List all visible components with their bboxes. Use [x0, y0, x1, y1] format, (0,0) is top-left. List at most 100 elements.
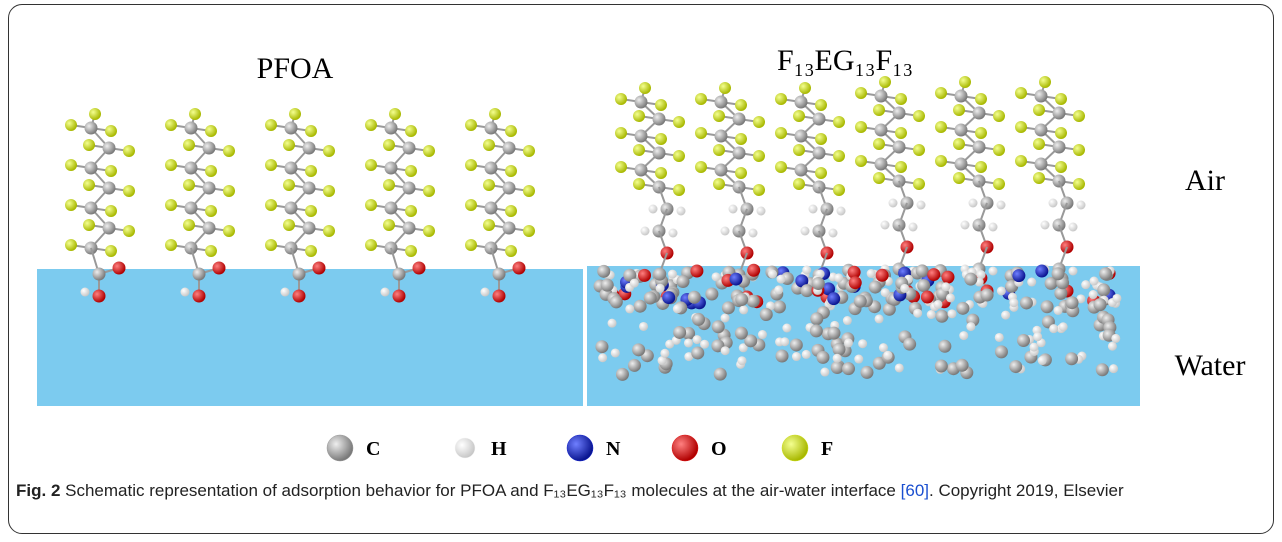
atom — [690, 264, 704, 278]
atom — [841, 362, 855, 376]
atom — [868, 280, 882, 294]
atom — [384, 161, 398, 175]
atom — [1049, 324, 1059, 334]
atom — [691, 346, 705, 360]
atom — [305, 125, 317, 137]
atom — [502, 221, 516, 235]
atom — [1033, 172, 1045, 184]
atom — [775, 93, 787, 105]
atom — [505, 125, 517, 137]
atom — [793, 110, 805, 122]
atom — [976, 270, 986, 280]
atom — [753, 116, 765, 128]
atom — [365, 239, 377, 251]
atom — [945, 293, 955, 303]
atom — [183, 219, 195, 231]
atom — [959, 331, 969, 341]
atom — [720, 226, 730, 236]
atom — [202, 181, 216, 195]
atom — [720, 313, 730, 323]
panel-title: F₁₃EG₁₃F₁₃ — [777, 44, 913, 77]
atom — [184, 201, 198, 215]
atom — [1097, 283, 1111, 297]
atom — [811, 277, 825, 291]
atom — [774, 285, 784, 295]
atom — [802, 265, 812, 275]
atom — [65, 119, 77, 131]
atom — [165, 159, 177, 171]
atom — [1068, 222, 1078, 232]
atom — [655, 167, 667, 179]
atom — [738, 343, 748, 353]
atom — [1037, 356, 1047, 366]
atom — [465, 199, 477, 211]
atom — [305, 205, 317, 217]
water-left — [37, 269, 583, 406]
atom — [634, 129, 648, 143]
caption-ref[interactable]: [60] — [900, 481, 929, 500]
atom — [810, 312, 824, 326]
atom — [673, 150, 685, 162]
atom — [775, 161, 787, 173]
atom — [615, 93, 627, 105]
atom — [280, 287, 290, 297]
atom — [842, 316, 852, 326]
atom — [384, 201, 398, 215]
legend-swatch — [671, 434, 699, 462]
atom — [600, 278, 614, 292]
atom — [915, 264, 929, 278]
atom — [598, 353, 608, 363]
atom — [662, 291, 676, 305]
caption-tail: . Copyright 2019, Elsevier — [929, 481, 1124, 500]
atom — [1099, 267, 1113, 281]
atom — [383, 139, 395, 151]
atom — [1009, 298, 1019, 308]
atom — [933, 299, 943, 309]
atom — [903, 337, 917, 351]
atom — [284, 161, 298, 175]
atom — [968, 198, 978, 208]
atom — [627, 358, 641, 372]
atom — [793, 178, 805, 190]
atom — [629, 278, 639, 288]
atom — [189, 108, 201, 120]
atom — [799, 82, 811, 94]
atom — [634, 95, 648, 109]
atom — [993, 178, 1005, 190]
atom — [1111, 333, 1121, 343]
atom — [776, 274, 786, 284]
atom — [794, 95, 808, 109]
atom — [927, 268, 941, 282]
atom — [729, 272, 743, 286]
atom — [801, 349, 811, 359]
caption-text: Schematic representation of adsorption b… — [65, 481, 896, 500]
atom — [1076, 200, 1086, 210]
atom — [1033, 332, 1043, 342]
atom — [795, 274, 809, 288]
atom — [102, 141, 116, 155]
atom — [615, 161, 627, 173]
atom — [483, 139, 495, 151]
atom — [638, 268, 652, 282]
atom — [65, 159, 77, 171]
legend-label: H — [491, 438, 507, 460]
atom — [595, 340, 609, 354]
atom — [812, 112, 826, 126]
atom — [775, 127, 787, 139]
atom — [913, 308, 923, 318]
atom — [1076, 294, 1086, 304]
atom — [423, 225, 435, 237]
atom — [502, 141, 516, 155]
figure-image: PFOA F₁₃EG₁₃F₁₃ Air Water C#9a9a9aH#f4f4… — [37, 44, 1245, 462]
atom — [753, 184, 765, 196]
atom — [888, 198, 898, 208]
atom — [913, 144, 925, 156]
atom — [988, 222, 998, 232]
atom — [827, 326, 841, 340]
atom — [183, 179, 195, 191]
atom — [673, 184, 685, 196]
atom — [205, 205, 217, 217]
atom — [633, 110, 645, 122]
atom — [695, 161, 707, 173]
atom — [1040, 220, 1050, 230]
